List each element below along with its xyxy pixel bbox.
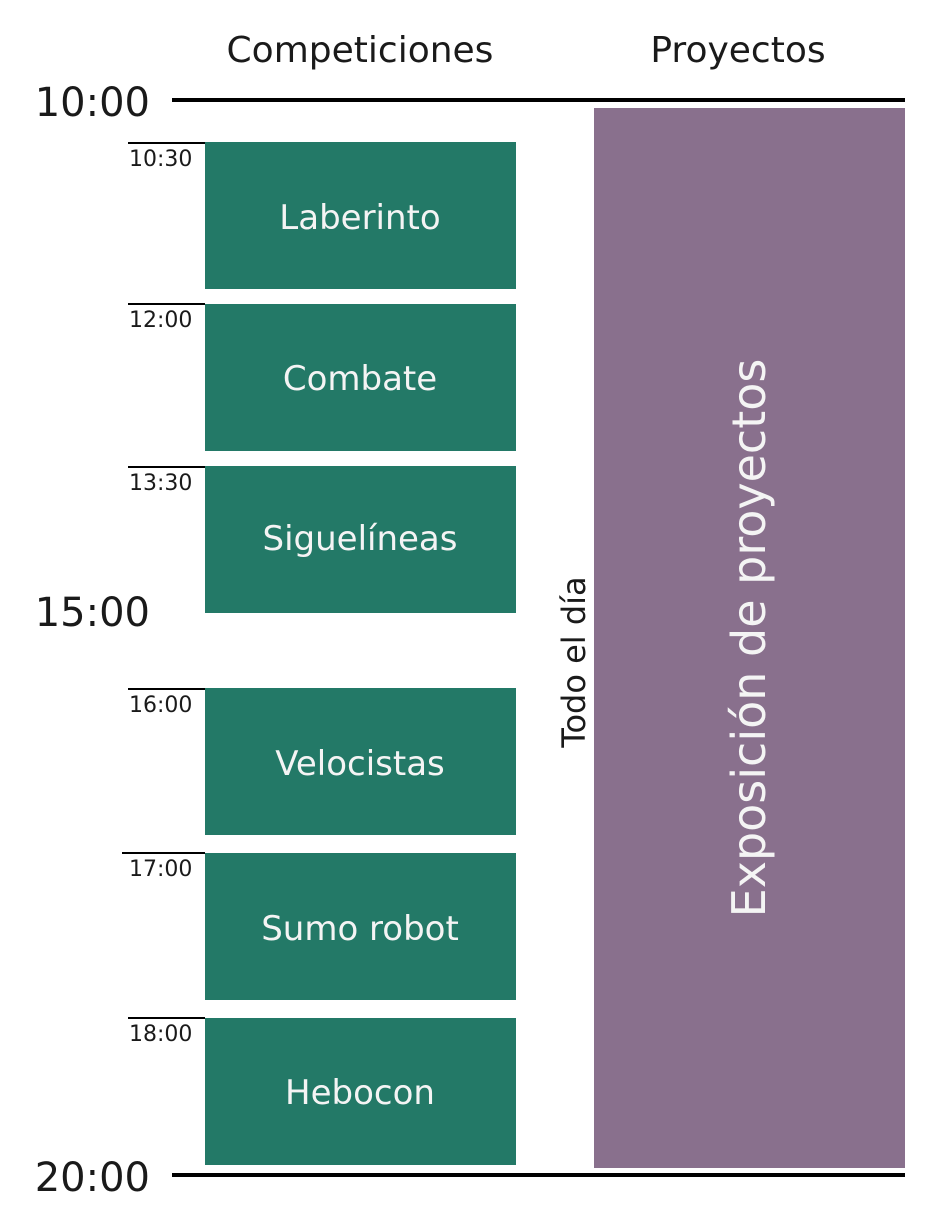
hour-label-end: 20:00 bbox=[35, 1155, 150, 1201]
event-name-label: Combate bbox=[283, 359, 437, 399]
hour-label-start: 10:00 bbox=[35, 80, 150, 126]
event-time-label: 12:00 bbox=[129, 308, 192, 333]
project-exhibition-bar bbox=[594, 108, 905, 1168]
event-bar bbox=[205, 142, 516, 289]
all-day-label: Todo el día bbox=[555, 576, 593, 748]
event-bar bbox=[205, 853, 516, 1000]
event-bar bbox=[205, 304, 516, 451]
event-name-label: Velocistas bbox=[275, 744, 445, 784]
event-name-label: Sumo robot bbox=[261, 909, 459, 949]
event-block: 13:30 Siguelíneas bbox=[128, 466, 516, 613]
project-exhibition-label: Exposición de proyectos bbox=[722, 359, 776, 918]
event-name-label: Laberinto bbox=[279, 198, 440, 238]
event-time-label: 13:30 bbox=[129, 471, 192, 496]
hour-label-mid: 15:00 bbox=[35, 590, 150, 636]
event-bar bbox=[205, 466, 516, 613]
event-time-label: 17:00 bbox=[129, 857, 192, 882]
projects-column-header: Proyectos bbox=[650, 30, 825, 71]
event-bar bbox=[205, 688, 516, 835]
event-time-label: 18:00 bbox=[129, 1022, 192, 1047]
event-name-label: Hebocon bbox=[285, 1073, 435, 1113]
event-time-label: 10:30 bbox=[129, 147, 192, 172]
event-block: 18:00 Hebocon bbox=[128, 1017, 516, 1165]
event-block: 17:00 Sumo robot bbox=[122, 852, 516, 1000]
event-block: 16:00 Velocistas bbox=[128, 688, 516, 835]
event-name-label: Siguelíneas bbox=[263, 519, 458, 559]
event-time-label: 16:00 bbox=[129, 693, 192, 718]
event-block: 12:00 Combate bbox=[128, 303, 516, 451]
event-bar bbox=[205, 1018, 516, 1165]
event-block: 10:30 Laberinto bbox=[128, 142, 516, 289]
competitions-column-header: Competiciones bbox=[227, 30, 494, 71]
